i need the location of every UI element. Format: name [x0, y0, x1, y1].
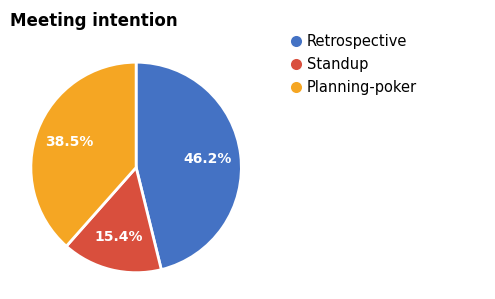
Wedge shape [136, 62, 242, 270]
Wedge shape [31, 62, 136, 246]
Text: 15.4%: 15.4% [95, 230, 143, 244]
Wedge shape [66, 167, 161, 273]
Legend: Retrospective, Standup, Planning-poker: Retrospective, Standup, Planning-poker [288, 30, 422, 100]
Text: 46.2%: 46.2% [183, 152, 231, 166]
Text: Meeting intention: Meeting intention [10, 12, 178, 30]
Text: 38.5%: 38.5% [45, 135, 94, 149]
